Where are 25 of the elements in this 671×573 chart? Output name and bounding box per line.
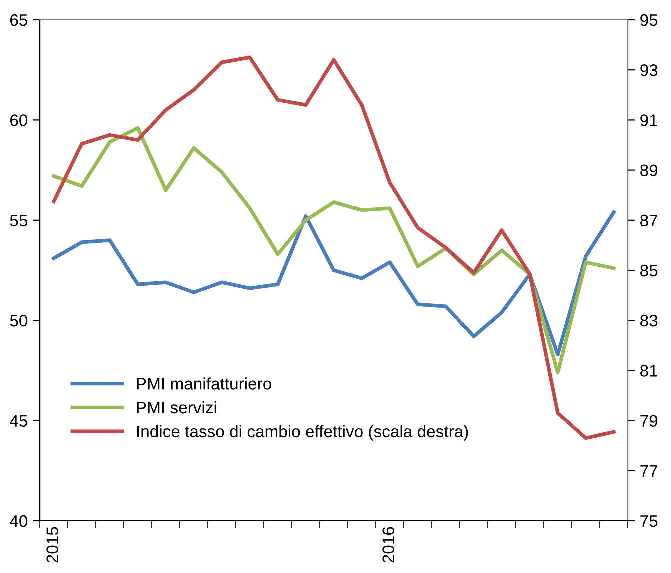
y-tick-label: 45: [10, 415, 28, 428]
y2-tick-label: 81: [640, 365, 658, 377]
y2-tick-label: 83: [640, 315, 658, 327]
y2-tick-label: 77: [640, 465, 658, 477]
y2-tick-label: 95: [640, 14, 658, 26]
y-tick-label: 60: [10, 114, 28, 126]
y-tick-label: 55: [10, 214, 28, 227]
y2-tick-label: 93: [640, 64, 658, 76]
legend-label: Indice tasso di cambio effettivo (scala destra): [138, 425, 468, 441]
legend-label: PMI servizi: [137, 401, 216, 414]
y2-tick-label: 75: [640, 516, 658, 528]
x-tick-label: 2016: [382, 527, 394, 563]
y2-tick-label: 87: [640, 214, 658, 227]
x-tick-label: 2015: [46, 527, 58, 563]
y-tick-label: 40: [10, 515, 28, 528]
line-series: [52, 56, 616, 440]
y-tick-label: 65: [10, 14, 28, 26]
legend-label: PMI manifatturiero: [137, 378, 272, 390]
y2-tick-label: 79: [640, 415, 658, 428]
line-series: [52, 210, 616, 356]
line-series: [52, 126, 616, 375]
y-tick-label: 50: [10, 315, 28, 327]
y2-tick-label: 91: [640, 114, 658, 126]
y2-tick-label: 85: [640, 264, 658, 277]
y2-tick-label: 89: [640, 164, 658, 177]
